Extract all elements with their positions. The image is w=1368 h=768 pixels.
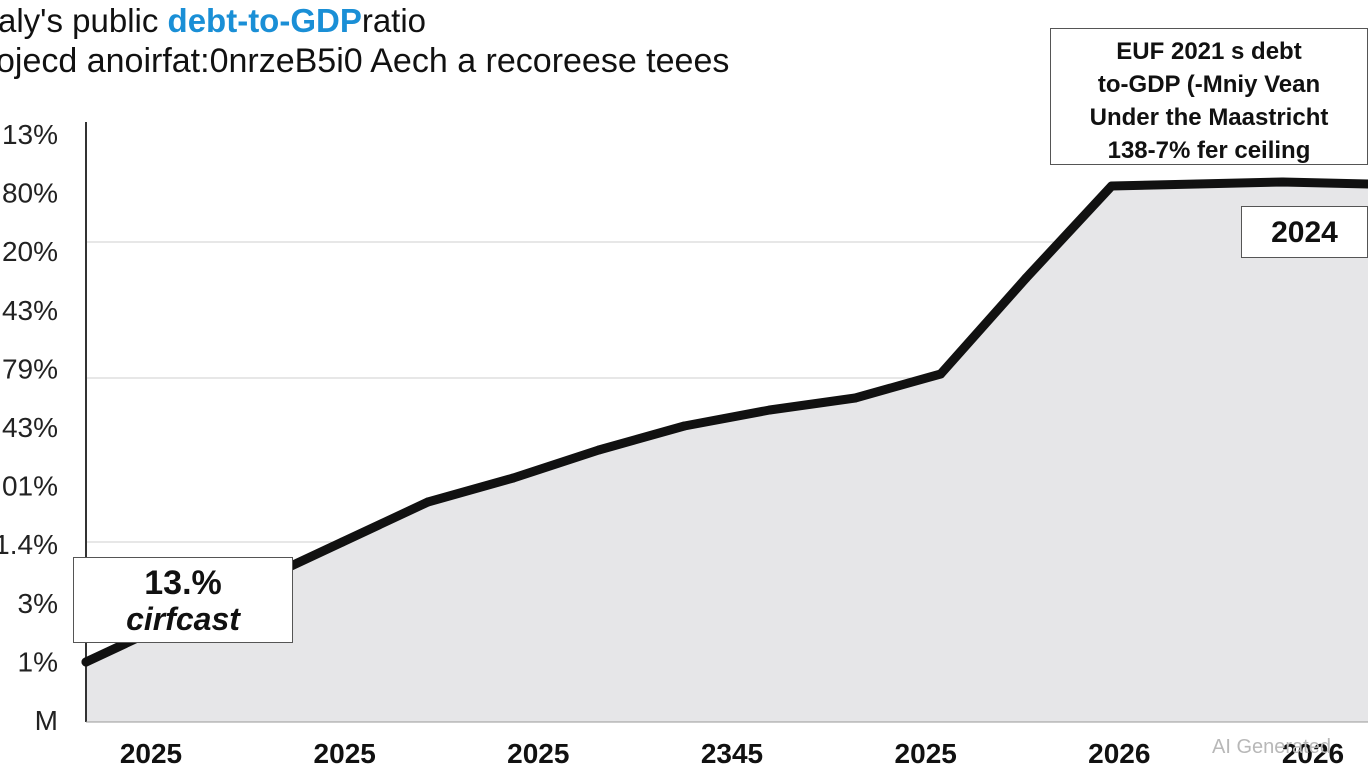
title-suffix: ratio	[361, 2, 427, 39]
chart-title: aly's public debt-to-GDPratio	[0, 2, 426, 40]
data-point-10	[936, 369, 946, 379]
y-tick-label-10: M	[35, 705, 58, 736]
data-point-14	[1278, 177, 1287, 187]
y-tick-label-4: 79%	[2, 353, 58, 384]
forecast-label: cirfcast	[126, 601, 240, 637]
eu-line-1: EUF 2021 s debt	[1116, 38, 1302, 65]
data-point-0	[81, 657, 91, 667]
y-tick-label-6: 01%	[2, 471, 58, 502]
x-tick-label-4: 2025	[895, 738, 957, 768]
data-point-4	[423, 497, 433, 507]
title-highlight: debt-to-GDP	[167, 2, 362, 39]
y-tick-labels: 13% 80% 20% 43% 79% 43% 01% 1.4% 3% 1% M	[0, 119, 58, 736]
debt-area-fill	[86, 182, 1368, 722]
year-callout: 2024	[1241, 206, 1368, 258]
y-tick-label-9: 1%	[18, 646, 58, 677]
debt-ratio-line	[81, 177, 1368, 667]
y-tick-label-5: 43%	[2, 412, 58, 443]
data-point-12	[1107, 181, 1117, 191]
eu-line-2: to-GDP (-Mniy Vean	[1097, 71, 1321, 98]
data-point-7	[679, 421, 689, 431]
y-tick-label-2: 20%	[2, 236, 58, 267]
ai-generated-watermark: AI Generated	[1212, 736, 1331, 758]
data-point-3	[337, 537, 347, 547]
data-point-8	[765, 405, 775, 415]
forecast-callout: 13.% cirfcast	[73, 557, 293, 643]
title-prefix: aly's public	[0, 2, 168, 39]
chart-subtitle: ojecd anoirfat:0nrzeB5i0 Aech a recorees…	[0, 42, 730, 80]
x-tick-label-2: 2025	[507, 738, 569, 768]
data-point-15	[1363, 179, 1368, 189]
eu-line-3: Under the Maastricht	[1089, 104, 1329, 131]
y-tick-label-1: 80%	[2, 178, 58, 209]
eu-line-4: 138-7% fer ceiling	[1107, 137, 1311, 164]
y-tick-label-7: 1.4%	[0, 529, 58, 560]
data-point-5	[508, 473, 518, 483]
x-tick-label-3: 2345	[701, 738, 763, 768]
data-point-11	[1021, 273, 1031, 283]
y-tick-label-0: 13%	[2, 119, 58, 150]
y-tick-label-8: 3%	[18, 588, 58, 619]
x-tick-label-5: 2026	[1088, 738, 1150, 768]
eu-ceiling-annotation: EUF 2021 s debt to-GDP (-Mniy Vean Under…	[1050, 28, 1368, 165]
x-tick-labels: 2025 2025 2025 2345 2025 2026 2026	[120, 738, 1344, 768]
data-point-9	[850, 393, 860, 403]
data-point-13	[1192, 179, 1202, 189]
forecast-value: 13.%	[144, 564, 222, 602]
year-callout-label: 2024	[1271, 216, 1338, 249]
data-point-6	[594, 445, 604, 455]
x-tick-label-0: 2025	[120, 738, 182, 768]
x-tick-label-6: 2026	[1282, 738, 1344, 768]
x-tick-label-1: 2025	[314, 738, 376, 768]
y-tick-label-3: 43%	[2, 295, 58, 326]
